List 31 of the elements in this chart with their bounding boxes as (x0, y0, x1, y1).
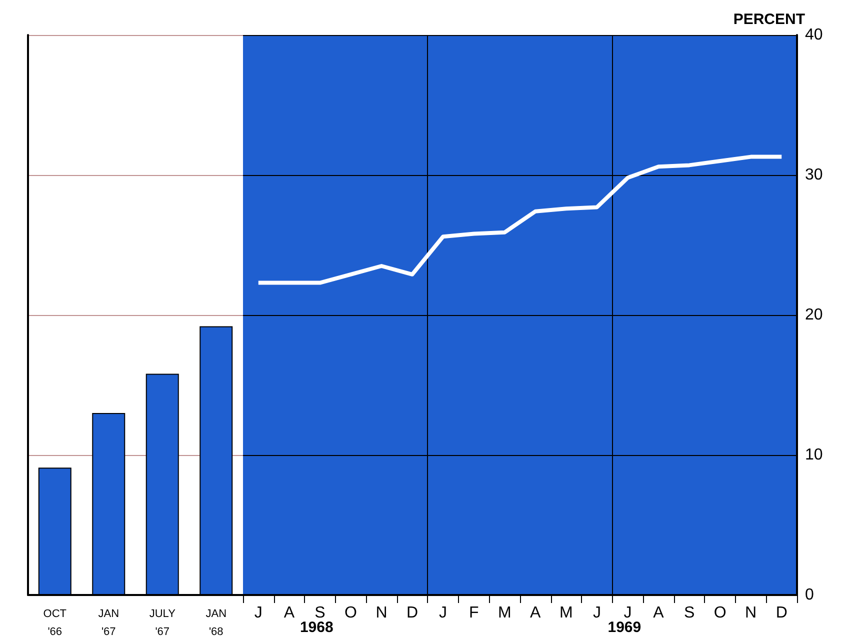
y-tick-label: 20 (805, 306, 823, 324)
y-tick-label: 0 (805, 586, 814, 604)
x-tick-label: F (468, 604, 479, 622)
x-tick-label: N (376, 604, 388, 622)
x-tick-label: JAN '68 (206, 608, 227, 638)
x-tick-label: A (653, 604, 664, 622)
x-tick-label: O (344, 604, 357, 622)
x-tick-label: M (498, 604, 512, 622)
x-tick-label: J (624, 604, 632, 622)
x-tick-label: N (745, 604, 757, 622)
x-tick-label: A (284, 604, 295, 622)
x-tick-label: A (530, 604, 542, 622)
x-tick-label: J (592, 604, 601, 622)
text: 1968 (300, 619, 334, 636)
x-tick-label: S (684, 604, 695, 622)
x-tick-label: O (714, 604, 726, 622)
x-tick-label: M (560, 604, 573, 622)
y-tick-label: 10 (805, 446, 823, 464)
x-tick-label: D (406, 604, 418, 622)
y-tick-label: 30 (805, 166, 823, 184)
y-tick-label: 40 (805, 26, 823, 44)
x-tick-label: J (439, 604, 448, 622)
x-tick-label: JAN '67 (98, 608, 120, 638)
line-series (256, 154, 784, 285)
x-tick-label: OCT '66 (43, 608, 67, 638)
text: 1969 (608, 619, 642, 636)
y-axis-title: PERCENT (733, 11, 805, 28)
x-tick-label: S (314, 604, 326, 622)
x-tick-label: D (776, 604, 788, 622)
x-tick-label: JULY '67 (149, 608, 176, 638)
x-tick-label: J (254, 604, 262, 622)
